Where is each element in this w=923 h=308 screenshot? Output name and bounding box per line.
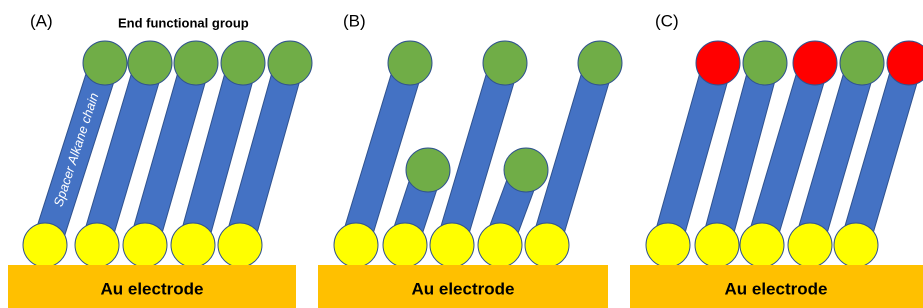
molecule-sphere xyxy=(218,223,262,267)
molecules xyxy=(23,41,923,267)
chains-c xyxy=(646,41,923,267)
molecule-sphere xyxy=(83,41,127,85)
end-group-label: End functional group xyxy=(118,15,249,30)
electrode-label: Au electrode xyxy=(725,279,828,298)
molecule-sphere xyxy=(23,223,67,267)
panel-label: (C) xyxy=(655,11,679,30)
molecule-sphere xyxy=(525,223,569,267)
alkane-chain xyxy=(547,62,600,240)
molecule-sphere xyxy=(383,223,427,267)
electrode-label: Au electrode xyxy=(101,279,204,298)
molecule-sphere xyxy=(740,223,784,267)
molecule-sphere xyxy=(430,223,474,267)
molecule-sphere xyxy=(268,41,312,85)
molecule-sphere xyxy=(840,41,884,85)
molecule-sphere xyxy=(123,223,167,267)
molecule-sphere xyxy=(695,223,739,267)
molecule-sphere xyxy=(483,41,527,85)
molecule-sphere xyxy=(793,41,837,85)
panel-label: (A) xyxy=(30,11,53,30)
panel-label: (B) xyxy=(343,11,366,30)
molecule-sphere xyxy=(578,41,622,85)
electrode-label: Au electrode xyxy=(412,279,515,298)
molecule-sphere xyxy=(334,223,378,267)
chains-b xyxy=(334,41,622,267)
molecule-sphere xyxy=(174,41,218,85)
molecule-sphere xyxy=(788,223,832,267)
molecule-sphere xyxy=(696,41,740,85)
molecule-sphere xyxy=(388,41,432,85)
molecule-sphere xyxy=(504,148,548,192)
molecule-sphere xyxy=(834,223,878,267)
molecule-sphere xyxy=(478,223,522,267)
molecule-sphere xyxy=(221,41,265,85)
molecule-sphere xyxy=(75,223,119,267)
molecule-sphere xyxy=(406,148,450,192)
molecule-sphere xyxy=(128,41,172,85)
molecule-sphere xyxy=(171,223,215,267)
molecule-sphere xyxy=(743,41,787,85)
molecule-sphere xyxy=(646,223,690,267)
diagram: Au electrode Au electrode Au electrode (… xyxy=(0,0,923,308)
